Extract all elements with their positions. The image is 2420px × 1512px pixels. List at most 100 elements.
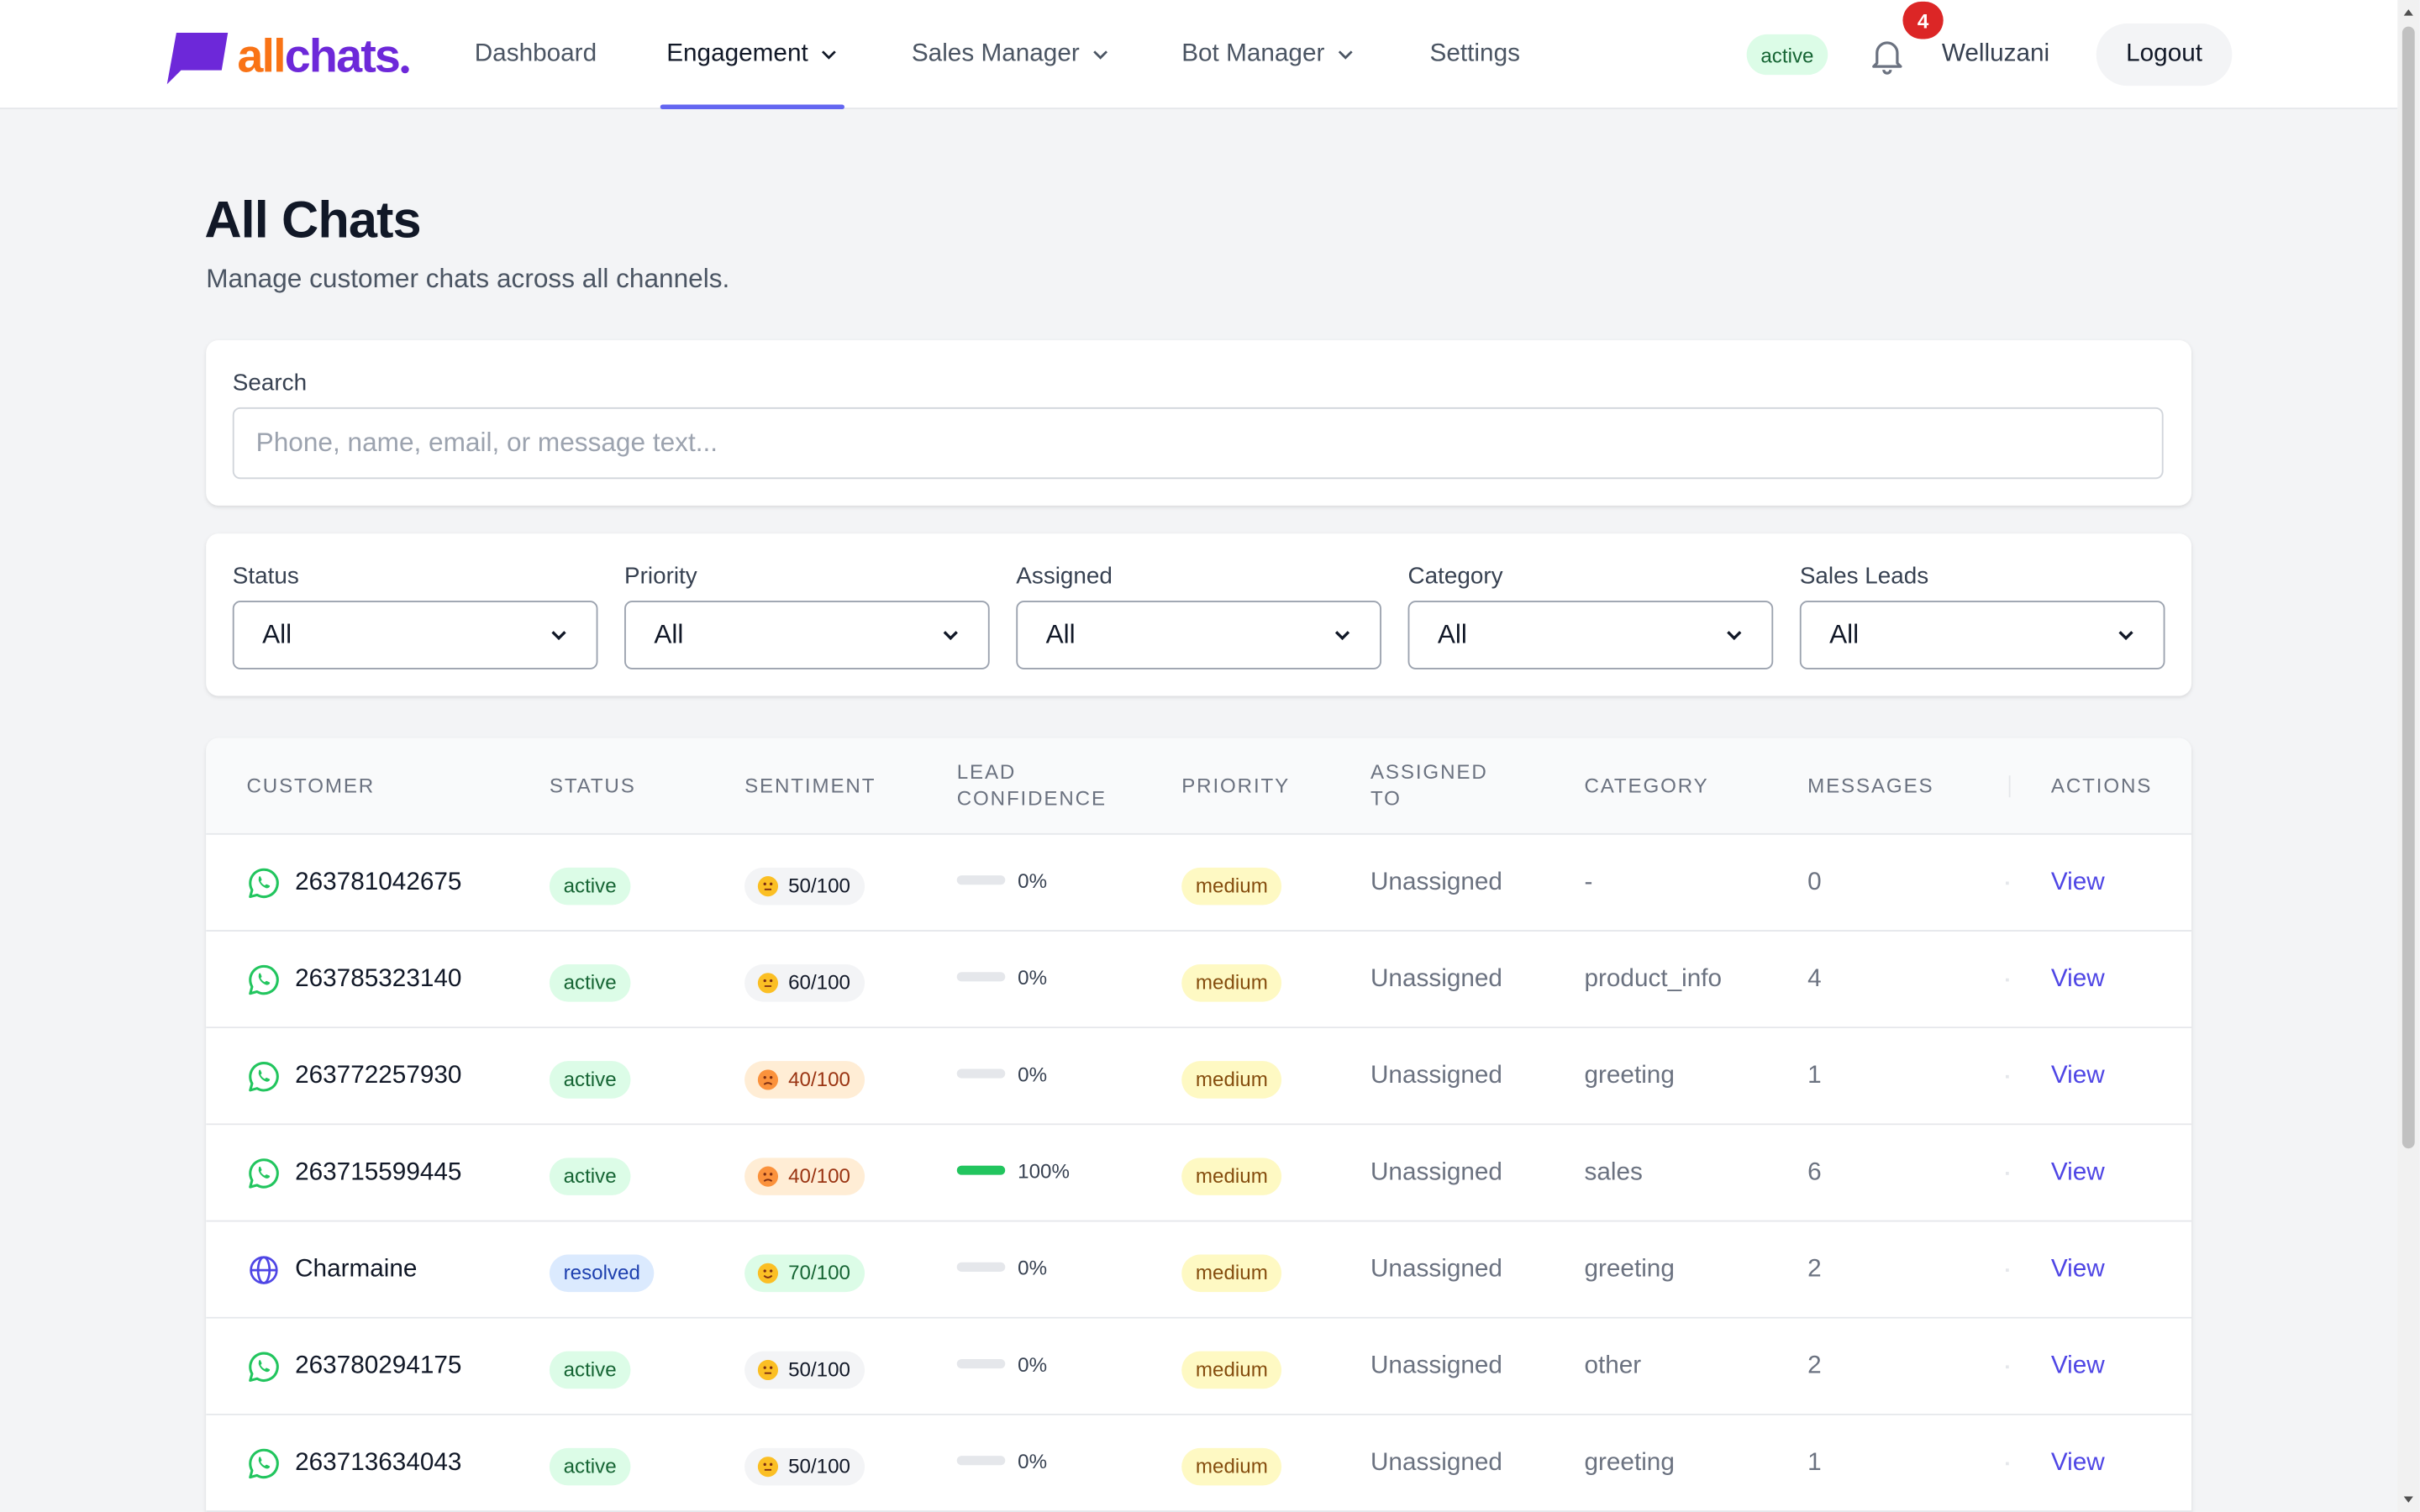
logout-button[interactable]: Logout	[2096, 23, 2233, 87]
nav-sales-manager[interactable]: Sales Manager	[912, 0, 1109, 109]
lead-confidence-bar	[956, 1068, 1006, 1079]
neutral-face-icon	[757, 1456, 779, 1477]
table-row[interactable]: 263713634043 active 50/100 0% medium Unassign…	[206, 1415, 2192, 1512]
sentiment-score: 50/100	[788, 874, 850, 898]
filter-assigned-value: All	[1045, 619, 1076, 649]
chevron-down-icon	[1334, 631, 1350, 641]
table-row[interactable]: Charmaine resolved 70/100 0% medium Unassigne…	[206, 1219, 2192, 1319]
whatsapp-icon	[249, 1158, 279, 1189]
cell-priority: medium	[1181, 1319, 1282, 1415]
page-scrollbar[interactable]	[2397, 0, 2420, 1512]
table-row[interactable]: 263781042675 active 50/100 0% medium Unassign…	[206, 832, 2192, 932]
view-chat-link[interactable]: View	[2050, 869, 2105, 896]
column-header-priority[interactable]: Priority	[1181, 774, 1291, 798]
cell-status: active	[549, 1415, 631, 1512]
nav-dashboard[interactable]: Dashboard	[475, 0, 597, 109]
table-row[interactable]: 263715599445 active 40/100 100% medium Unassi…	[206, 1125, 2192, 1222]
filter-status-select[interactable]: All	[232, 601, 598, 669]
view-chat-link[interactable]: View	[2050, 1159, 2105, 1186]
cell-customer: 263715599445	[247, 1125, 462, 1221]
sentiment-badge: 50/100	[744, 866, 865, 905]
sentiment-score: 50/100	[788, 1357, 850, 1381]
table-row[interactable]: 263780294175 active 50/100 0% medium Unassign…	[206, 1318, 2192, 1415]
cell-actions: View	[2051, 835, 2105, 932]
cell-messages: 2	[1807, 1352, 1822, 1380]
column-header-messages[interactable]: Messages	[1807, 774, 1934, 798]
column-header-category[interactable]: Category	[1584, 774, 1709, 798]
cell-messages: 4	[1807, 965, 1822, 993]
view-chat-link[interactable]: View	[2050, 1449, 2105, 1477]
column-header-assigned-to-line2: To	[1370, 786, 1402, 811]
nav-sales-manager-label: Sales Manager	[911, 40, 1080, 67]
view-chat-link[interactable]: View	[2050, 1063, 2105, 1089]
bell-icon[interactable]	[1867, 34, 1907, 75]
filter-category-select[interactable]: All	[1407, 601, 1774, 669]
table-row[interactable]: 263772257930 active 40/100 0% medium Unassign…	[206, 1028, 2192, 1126]
column-header-assigned-to[interactable]: Assigned To	[1370, 759, 1488, 811]
column-divider-dot	[2006, 881, 2009, 885]
cell-messages: 0	[1807, 869, 1822, 896]
filter-assigned-select[interactable]: All	[1016, 601, 1381, 669]
status-badge: active	[549, 1446, 631, 1485]
filter-sales-leads-select[interactable]: All	[1799, 601, 2165, 669]
cell-lead-confidence: 0%	[956, 832, 1047, 928]
chevron-down-icon	[551, 631, 566, 641]
cell-category: product_info	[1584, 965, 1723, 993]
column-header-customer[interactable]: Customer	[246, 774, 376, 798]
sentiment-score: 50/100	[788, 1454, 850, 1478]
scroll-down-arrow-icon[interactable]	[2402, 1494, 2415, 1506]
search-input[interactable]	[232, 407, 2164, 480]
lead-confidence-bar	[956, 1165, 1006, 1175]
table-row[interactable]: 263785323140 active 60/100 0% medium Unassign…	[206, 931, 2192, 1029]
brand-logo[interactable]: allchats	[162, 28, 409, 87]
cell-sentiment: 40/100	[744, 1125, 865, 1221]
column-header-sentiment[interactable]: Sentiment	[744, 774, 876, 798]
view-chat-link[interactable]: View	[2050, 1256, 2105, 1283]
filter-priority-select[interactable]: All	[624, 601, 990, 669]
lead-confidence-value: 100%	[1018, 1158, 1070, 1183]
cell-actions: View	[2051, 1222, 2105, 1319]
cell-assigned-to: Unassigned	[1370, 965, 1502, 993]
column-header-lead-confidence[interactable]: Lead Confidence	[957, 759, 1107, 811]
customer-name: 263772257930	[295, 1063, 462, 1089]
cell-sentiment: 50/100	[744, 1415, 865, 1512]
whatsapp-icon	[249, 964, 279, 995]
table-header: Customer Status Sentiment Lead Confidenc…	[206, 738, 2192, 835]
column-divider-dot	[2006, 1172, 2009, 1175]
user-status-badge: active	[1746, 34, 1828, 76]
column-divider-dot	[2006, 1268, 2009, 1272]
status-badge: resolved	[549, 1253, 655, 1292]
status-badge: active	[549, 866, 631, 905]
customer-name: 263715599445	[295, 1159, 462, 1186]
cell-lead-confidence: 0%	[956, 1219, 1047, 1315]
cell-actions: View	[2051, 932, 2105, 1028]
view-chat-link[interactable]: View	[2050, 1352, 2105, 1380]
active-nav-indicator	[660, 104, 844, 110]
column-resize-handle[interactable]	[2008, 775, 2011, 798]
sentiment-badge: 50/100	[744, 1350, 865, 1389]
nav-bot-manager-label: Bot Manager	[1181, 40, 1325, 67]
lead-confidence-bar	[956, 1262, 1006, 1272]
cell-messages: 6	[1807, 1159, 1822, 1186]
column-header-lead-confidence-line2: Confidence	[956, 786, 1107, 811]
filter-sales-leads-label: Sales Leads	[1799, 563, 1929, 591]
cell-category: other	[1584, 1352, 1642, 1380]
priority-badge: medium	[1181, 866, 1282, 905]
view-chat-link[interactable]: View	[2050, 965, 2105, 993]
column-header-status[interactable]: Status	[549, 774, 636, 798]
nav-settings[interactable]: Settings	[1430, 0, 1520, 109]
nav-engagement[interactable]: Engagement	[660, 0, 844, 110]
column-divider-dot	[2006, 1365, 2009, 1369]
cell-customer: 263780294175	[247, 1319, 461, 1415]
neutral-face-icon	[757, 972, 779, 993]
nav-dashboard-label: Dashboard	[474, 40, 597, 67]
scrollbar-thumb[interactable]	[2402, 26, 2415, 1149]
cell-sentiment: 50/100	[744, 1319, 865, 1415]
status-badge: active	[549, 1157, 631, 1194]
top-navigation: allchats Dashboard Engagement Sales Mana…	[0, 0, 2398, 110]
cell-priority: medium	[1181, 932, 1282, 1028]
cell-actions: View	[2051, 1319, 2105, 1415]
nav-bot-manager[interactable]: Bot Manager	[1181, 0, 1354, 109]
cell-status: active	[549, 1319, 631, 1415]
scroll-up-arrow-icon[interactable]	[2402, 6, 2415, 18]
